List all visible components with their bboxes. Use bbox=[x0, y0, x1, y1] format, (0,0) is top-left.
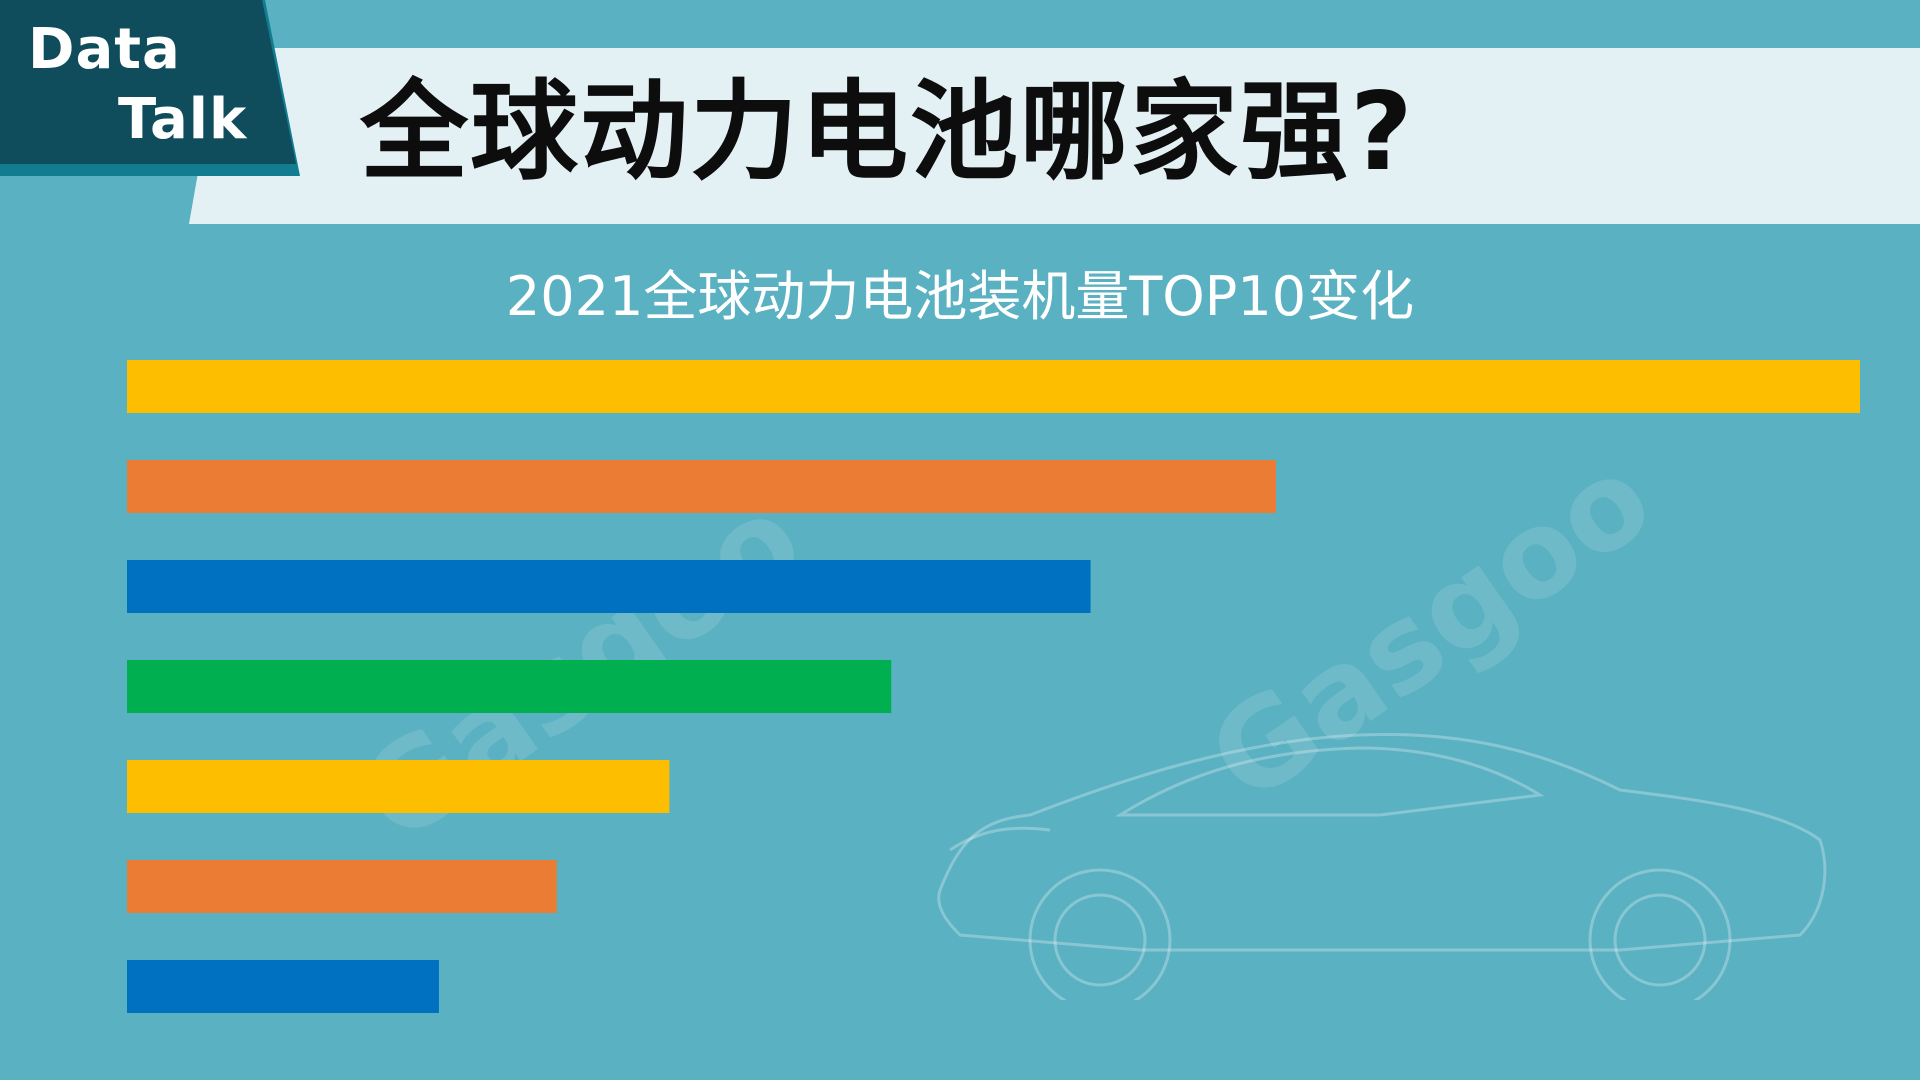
title-band bbox=[255, 48, 1920, 224]
chart-subtitle: 2021全球动力电池装机量TOP10变化 bbox=[505, 265, 1415, 328]
bar-3 bbox=[127, 560, 1091, 613]
bar-5 bbox=[127, 760, 670, 813]
data-talk-badge bbox=[0, 0, 296, 164]
bar-4 bbox=[127, 660, 892, 713]
bar-7 bbox=[127, 960, 439, 1013]
page-title: 全球动力电池哪家强? bbox=[360, 70, 1415, 195]
bar-6 bbox=[127, 860, 557, 913]
bar-2 bbox=[127, 460, 1276, 513]
badge-line-data: Data bbox=[28, 17, 181, 82]
bar-1 bbox=[127, 360, 1860, 413]
car-outline-illustration bbox=[937, 732, 1827, 1000]
badge-line-talk: Talk bbox=[118, 87, 248, 152]
